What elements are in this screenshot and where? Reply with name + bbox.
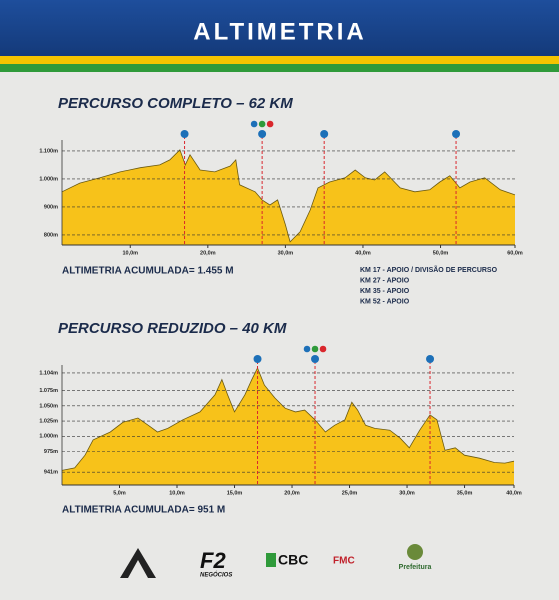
- y-tick-label: 1.000m: [39, 434, 58, 440]
- y-tick-label: 1.050m: [39, 403, 58, 409]
- x-tick-label: 40,0m: [506, 490, 522, 496]
- note: KM 27 - APOIO: [360, 277, 410, 284]
- x-tick-label: 20,0m: [200, 250, 216, 256]
- division-icon: [319, 345, 327, 353]
- support-icon: [253, 355, 262, 363]
- division-icon: [303, 345, 311, 353]
- logo-flag: [266, 553, 276, 567]
- logo-shape: [120, 548, 156, 578]
- note: KM 35 - APOIO: [360, 288, 410, 295]
- logo-cbc: CBC: [278, 552, 308, 568]
- y-tick-label: 1.100m: [39, 148, 58, 154]
- y-tick-label: 1.025m: [39, 418, 58, 424]
- chart-title: PERCURSO REDUZIDO – 40 KM: [58, 320, 287, 337]
- division-icon: [250, 120, 258, 128]
- y-tick-label: 1.075m: [39, 388, 58, 394]
- support-icon: [311, 355, 320, 363]
- y-tick-label: 800m: [44, 232, 58, 238]
- y-tick-label: 975m: [44, 449, 58, 455]
- logo-crest: [407, 544, 423, 560]
- annotation: ALTIMETRIA ACUMULADA= 951 M: [62, 505, 225, 516]
- annotation: ALTIMETRIA ACUMULADA= 1.455 M: [62, 266, 234, 277]
- footer-logos: F2 NEGÓCIOS CBC FMC Prefeitura: [120, 544, 431, 579]
- x-tick-label: 30,0m: [399, 490, 415, 496]
- support-icon: [452, 130, 461, 138]
- x-tick-label: 10,0m: [122, 250, 138, 256]
- support-icon: [320, 130, 329, 138]
- y-tick-label: 941m: [44, 470, 58, 476]
- chart-title: PERCURSO COMPLETO – 62 KM: [58, 95, 293, 112]
- x-tick-label: 25,0m: [342, 490, 358, 496]
- logo-negocios: NEGÓCIOS: [200, 572, 232, 579]
- y-tick-label: 900m: [44, 204, 58, 210]
- support-icon: [258, 130, 267, 138]
- x-tick-label: 35,0m: [457, 490, 473, 496]
- division-icon: [258, 120, 266, 128]
- division-icon: [311, 345, 319, 353]
- yellow-stripe: [0, 56, 559, 64]
- elevation-fill: [62, 149, 515, 245]
- elevation-fill: [62, 368, 514, 485]
- header-title: ALTIMETRIA: [193, 18, 367, 45]
- division-icon: [266, 120, 274, 128]
- x-tick-label: 20,0m: [284, 490, 300, 496]
- note: KM 52 - APOIO: [360, 298, 410, 305]
- logo-fmc: FMC: [333, 556, 355, 567]
- x-tick-label: 30,0m: [278, 250, 294, 256]
- y-tick-label: 1.104m: [39, 370, 58, 376]
- x-tick-label: 40,0m: [355, 250, 371, 256]
- logo-f2: F2: [200, 548, 226, 573]
- support-icon: [180, 130, 189, 138]
- x-tick-label: 60,0m: [507, 250, 523, 256]
- x-tick-label: 10,0m: [169, 490, 185, 496]
- y-tick-label: 1.000m: [39, 176, 58, 182]
- support-icon: [426, 355, 435, 363]
- logo-prefeitura: Prefeitura: [399, 564, 432, 571]
- x-tick-label: 15,0m: [227, 490, 243, 496]
- charts: PERCURSO COMPLETO – 62 KM 1.100m 1.000m 900…: [39, 95, 523, 516]
- x-tick-label: 5,0m: [113, 490, 126, 496]
- elevation-line: [61, 149, 516, 243]
- green-stripe: [0, 64, 559, 72]
- header-band: [0, 0, 559, 56]
- note: KM 17 - APOIO / DIVISÃO DE PERCURSO: [360, 265, 498, 274]
- x-tick-label: 50,0m: [433, 250, 449, 256]
- elevation-line: [61, 367, 515, 471]
